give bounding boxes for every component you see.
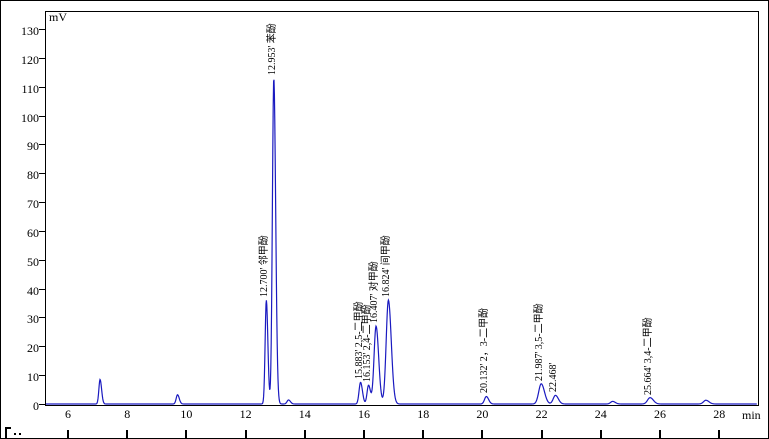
y-tick-label: 0 [33,399,39,413]
y-tick-label: 10 [27,370,39,385]
y-tick-label: 110 [21,81,39,96]
y-tick [39,115,46,117]
y-tick-label: 130 [21,23,39,38]
next-panel-x-tick [185,430,188,438]
next-panel-x-tick [540,430,543,438]
y-tick-label: 20 [27,341,39,356]
x-tick-label: 8 [124,407,131,421]
next-panel-x-tick [363,430,365,438]
next-panel-x-tick [718,430,721,438]
peak-label: 22.468' [548,363,560,393]
x-tick-label: 14 [298,407,311,421]
y-tick-label: 80 [27,168,39,183]
plot-area [45,11,759,406]
next-panel-x-tick [659,430,661,438]
y-tick-label: 100 [21,110,39,125]
peak-label: 12.700' 邻甲酚 [259,235,271,298]
y-tick [39,288,46,290]
y-tick-label: 90 [27,139,39,154]
y-tick [39,230,46,232]
x-tick-label: 10 [180,407,193,421]
y-tick-label: 50 [27,254,39,269]
x-tick-label: 24 [594,407,607,421]
peak-label: 21.987' 3,5-二甲酚 [534,303,546,381]
y-tick [39,86,46,88]
y-axis-unit-label: mV [49,10,67,24]
y-tick-label: 30 [27,312,39,327]
next-panel-x-tick [599,430,602,438]
y-tick [39,404,46,405]
x-tick-label: 26 [654,407,666,421]
peak-label: 12.953' 苯酚 [266,23,278,75]
next-panel-dot [19,433,21,435]
y-tick [39,173,46,175]
peak-label: 20.132' 2，3-二甲酚 [479,308,491,394]
next-panel-dot [14,433,16,435]
x-tick-label: 22 [535,407,548,421]
x-tick-label: 18 [417,407,430,421]
y-tick [39,259,46,261]
next-panel-x-tick [481,430,484,438]
next-panel-x-tick [67,430,69,438]
x-tick-label: 16 [358,407,370,421]
next-panel-corner-top [5,427,11,429]
next-panel-x-tick [303,430,306,438]
y-tick-label: 120 [21,52,39,67]
y-tick [39,346,46,348]
x-axis-unit-label: min [742,408,761,422]
next-panel-corner [5,427,7,438]
next-panel-x-tick [422,430,425,438]
x-tick-label: 28 [713,407,726,421]
x-tick-label: 6 [65,407,71,421]
y-tick [39,202,46,204]
y-tick-label: 60 [27,225,39,240]
y-tick-label: 70 [27,197,39,212]
next-panel-x-tick [126,430,129,438]
peak-label: 25.664' 3,4-二甲酚 [643,317,655,395]
x-tick-label: 20 [476,407,489,421]
x-tick-label: 12 [239,407,252,421]
y-tick-label: 40 [27,283,39,298]
y-tick [39,144,46,146]
peak-label: 16.824' 间甲酚 [381,235,393,298]
y-tick [39,375,46,377]
next-panel-x-tick [244,430,247,438]
y-tick [39,28,46,30]
trace-path [46,79,757,405]
y-tick [39,317,46,319]
y-tick [39,57,46,59]
peak-label: 16.407' 对甲酚 [369,261,381,324]
